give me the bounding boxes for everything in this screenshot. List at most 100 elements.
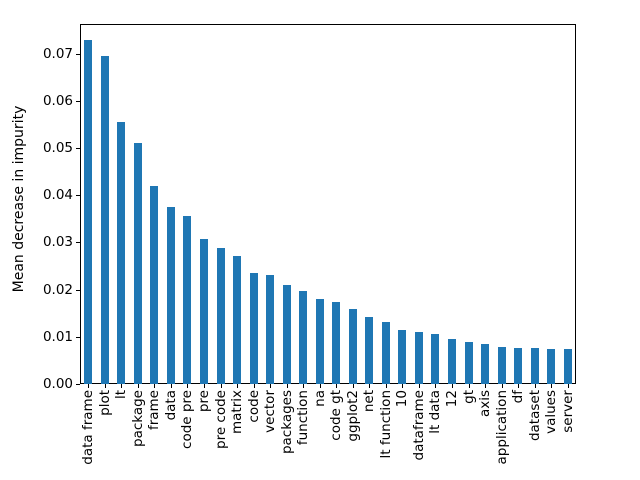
x-axis-tick	[567, 384, 569, 388]
x-axis-tick	[303, 384, 305, 388]
x-tick-label: matrix	[229, 390, 246, 435]
x-tick-label: frame	[146, 390, 163, 431]
x-tick-label: net	[361, 390, 378, 413]
plot-area	[80, 24, 576, 384]
x-tick-label: 10	[394, 390, 411, 408]
x-axis-tick	[418, 384, 420, 388]
x-axis-tick	[88, 384, 90, 388]
x-axis-tick	[170, 384, 172, 388]
bar	[398, 329, 407, 384]
x-axis-tick	[402, 384, 404, 388]
bar	[464, 341, 473, 384]
x-tick-label: server	[559, 390, 576, 433]
bar	[497, 347, 506, 384]
bar	[299, 290, 308, 384]
bar	[365, 317, 374, 384]
x-axis-tick	[204, 384, 205, 388]
bar	[166, 207, 175, 384]
y-axis-tick	[76, 100, 80, 102]
x-tick-label: vector	[262, 390, 279, 433]
bar	[200, 238, 208, 384]
bar	[530, 348, 539, 384]
y-tick-label: 0.07	[42, 45, 73, 62]
bar	[431, 333, 440, 384]
x-tick-label: dataframe	[410, 390, 427, 461]
x-axis-tick	[319, 384, 321, 388]
x-axis-tick	[551, 384, 553, 388]
x-tick-label: values	[543, 390, 560, 434]
bar	[183, 216, 192, 384]
x-axis-tick	[485, 384, 487, 388]
bar	[348, 309, 357, 384]
x-tick-label: packages	[278, 390, 295, 455]
x-axis-tick	[237, 384, 239, 388]
x-axis-tick	[435, 384, 437, 388]
x-tick-label: pre code	[212, 390, 229, 449]
bar	[332, 301, 341, 384]
bar	[100, 56, 109, 384]
x-tick-label: pre	[196, 390, 212, 413]
y-axis-tick	[76, 53, 80, 55]
x-axis-tick	[286, 384, 288, 388]
bar	[481, 343, 490, 384]
bar	[216, 248, 225, 384]
x-tick-label: lt data	[427, 390, 444, 434]
x-tick-label: data	[162, 390, 179, 421]
x-tick-label: data frame	[80, 390, 97, 465]
bar	[414, 331, 423, 384]
x-axis-tick	[104, 384, 106, 388]
y-tick-label: 0.01	[42, 328, 73, 345]
x-axis-tick	[121, 384, 123, 388]
x-axis-tick	[518, 384, 520, 388]
x-tick-label: axis	[477, 390, 494, 418]
x-tick-label: gt	[460, 390, 477, 404]
x-axis-tick	[468, 384, 470, 388]
x-tick-label: code	[245, 390, 262, 423]
bar	[448, 338, 456, 384]
x-axis-tick	[501, 384, 503, 388]
x-tick-label: application	[493, 390, 510, 465]
y-tick-label: 0.05	[42, 140, 73, 157]
x-tick-label: package	[129, 390, 146, 447]
bar	[282, 284, 291, 384]
x-tick-label: na	[311, 390, 328, 407]
bar	[84, 40, 93, 384]
x-tick-label: df	[510, 390, 527, 404]
y-axis-tick	[76, 336, 80, 338]
bar	[563, 349, 572, 384]
y-tick-label: 0.00	[42, 376, 73, 392]
bar	[547, 348, 556, 384]
x-tick-label: code pre	[179, 390, 196, 449]
x-tick-label: function	[295, 390, 312, 446]
y-axis-tick	[76, 195, 80, 197]
bar	[150, 186, 159, 384]
x-tick-label: lt function	[377, 390, 394, 459]
bar	[315, 299, 324, 384]
x-axis-tick	[270, 384, 272, 388]
x-tick-label: 12	[444, 390, 460, 408]
x-tick-label: lt	[113, 390, 130, 400]
x-axis-tick	[187, 384, 189, 388]
bar	[514, 347, 523, 384]
x-tick-label: ggplot2	[344, 390, 361, 442]
x-axis-tick	[137, 384, 139, 388]
x-axis-tick	[534, 384, 536, 388]
bar	[133, 143, 142, 384]
y-tick-label: 0.06	[42, 92, 73, 109]
x-tick-label: plot	[96, 390, 113, 416]
x-tick-label: dataset	[526, 390, 543, 442]
y-axis-tick	[76, 242, 80, 244]
y-tick-label: 0.02	[42, 281, 73, 298]
x-axis-tick	[154, 384, 156, 388]
y-axis-tick	[76, 148, 80, 150]
x-axis-tick	[385, 384, 387, 388]
bar	[266, 274, 275, 384]
x-axis-tick	[253, 384, 255, 388]
bar	[249, 272, 258, 384]
x-axis-tick	[220, 384, 222, 388]
y-axis-tick	[76, 384, 80, 385]
x-axis-tick	[352, 384, 354, 388]
x-tick-label: code gt	[328, 390, 345, 441]
y-tick-label: 0.03	[42, 234, 73, 251]
x-axis-tick	[369, 384, 371, 388]
